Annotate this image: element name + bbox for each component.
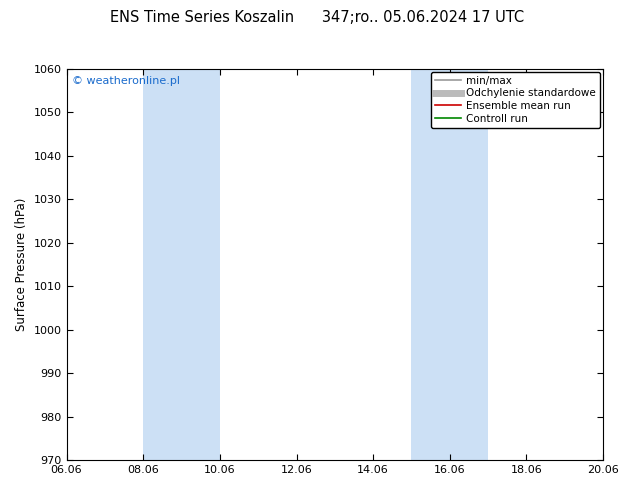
Y-axis label: Surface Pressure (hPa): Surface Pressure (hPa) [15, 197, 28, 331]
Text: © weatheronline.pl: © weatheronline.pl [72, 76, 180, 86]
Legend: min/max, Odchylenie standardowe, Ensemble mean run, Controll run: min/max, Odchylenie standardowe, Ensembl… [430, 72, 600, 128]
Text: ENS Time Series Koszalin      347;ro.. 05.06.2024 17 UTC: ENS Time Series Koszalin 347;ro.. 05.06.… [110, 10, 524, 25]
Bar [143, 69, 220, 460]
Bar [411, 69, 488, 460]
